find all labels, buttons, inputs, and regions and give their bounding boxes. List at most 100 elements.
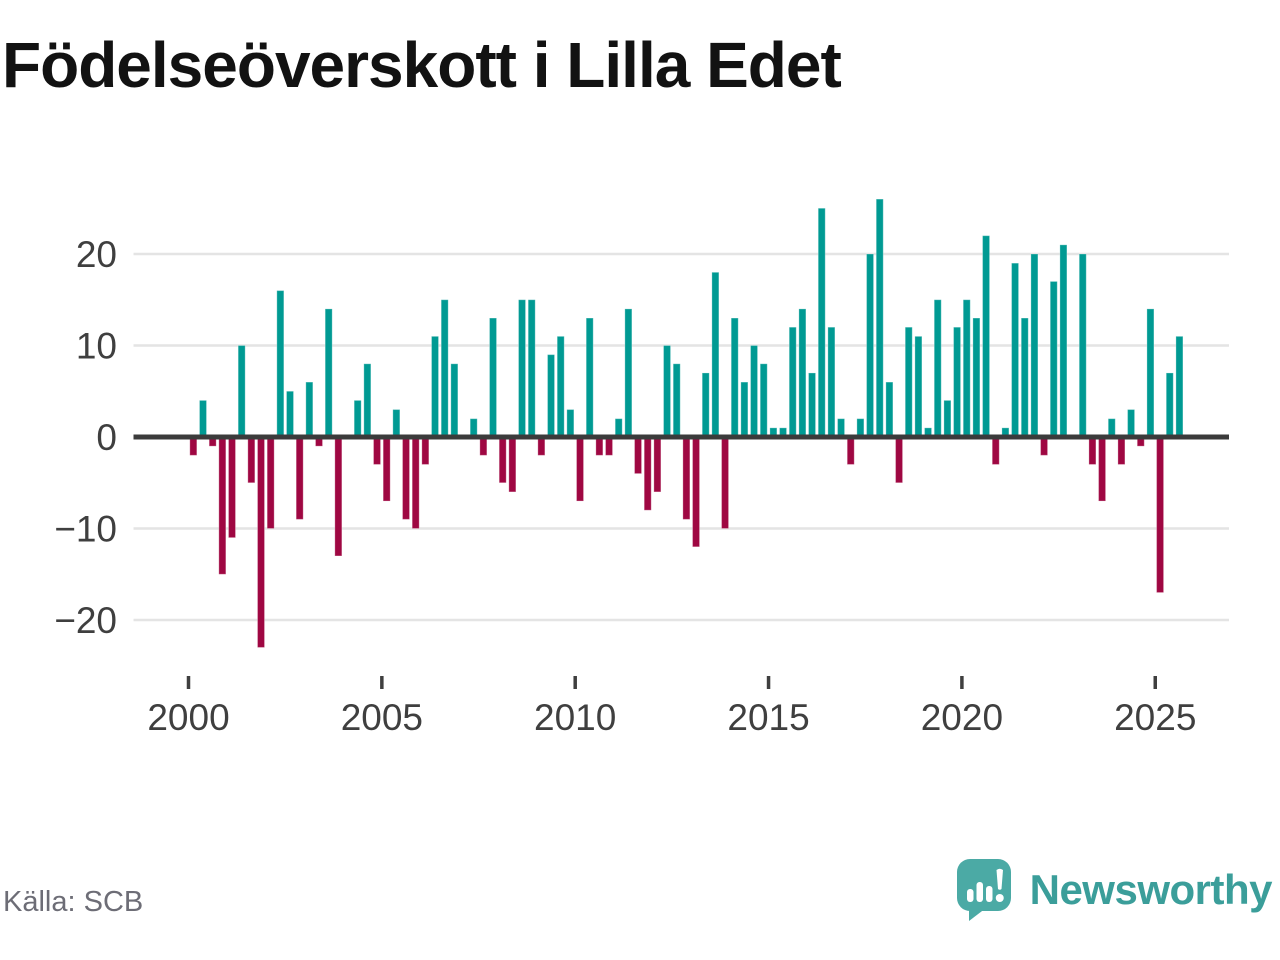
bar-2004Q3 [363, 363, 372, 438]
bar-2021Q4 [1030, 253, 1039, 438]
y-tick-label--10: −10 [54, 509, 117, 550]
bar-2004Q2 [353, 399, 362, 438]
bar-2023Q2 [1088, 436, 1097, 465]
bar-2003Q1 [305, 381, 314, 438]
newsworthy-logo: Newsworthy [956, 858, 1273, 922]
zero-line [133, 434, 1229, 440]
bar-2018Q4 [914, 335, 923, 438]
bar-2012Q2 [663, 345, 672, 438]
bar-2017Q2 [856, 418, 865, 438]
bar-2004Q4 [373, 436, 382, 465]
x-tick-label-2015: 2015 [727, 697, 809, 738]
bar-2005Q2 [392, 409, 401, 438]
gridlines [133, 252, 1229, 622]
bar-2020Q1 [962, 299, 971, 438]
bar-2025Q3 [1175, 335, 1184, 438]
x-tick-label-2000: 2000 [147, 697, 229, 738]
bar-2022Q2 [1049, 280, 1058, 438]
bar-2006Q1 [421, 436, 430, 465]
bar-2017Q1 [846, 436, 855, 465]
bar-2009Q2 [547, 354, 556, 438]
bar-2023Q1 [1078, 253, 1087, 438]
bar-2016Q3 [827, 326, 836, 438]
bar-2022Q1 [1040, 436, 1049, 456]
bar-2008Q4 [527, 299, 536, 438]
bar-2008Q3 [518, 299, 527, 438]
bar-2010Q4 [605, 436, 614, 456]
bar-2003Q4 [334, 436, 343, 557]
newsworthy-speech-bubble-chart-icon [956, 859, 1011, 921]
bar-2007Q3 [479, 436, 488, 456]
bar-2001Q1 [228, 436, 236, 539]
bar-2022Q3 [1059, 244, 1068, 438]
bar-2019Q2 [933, 299, 942, 438]
bar-2020Q4 [991, 436, 1000, 465]
bar-2006Q4 [450, 363, 459, 438]
bar-2011Q1 [614, 418, 623, 438]
chart-title: Födelseöverskott i Lilla Edet [2, 29, 842, 101]
x-axis: 2000 2005 2010 2015 2020 2025 [147, 676, 1196, 738]
bar-2013Q3 [711, 271, 720, 438]
bar-2009Q4 [566, 409, 575, 438]
bar-2002Q4 [295, 436, 304, 520]
bar-2021Q3 [1020, 317, 1029, 438]
bar-2019Q4 [953, 326, 962, 438]
x-tick-label-2005: 2005 [341, 697, 423, 738]
bars [189, 198, 1184, 648]
bar-2000Q4 [218, 436, 227, 575]
bar-2016Q1 [808, 372, 817, 438]
x-tick-label-2025: 2025 [1114, 697, 1196, 738]
bar-2011Q2 [624, 308, 633, 438]
bar-2000Q1 [189, 436, 198, 456]
bar-2017Q3 [866, 253, 875, 438]
y-tick-label-10: 10 [76, 326, 117, 367]
bar-2016Q2 [817, 207, 826, 438]
bar-2014Q1 [730, 317, 739, 438]
bar-2019Q3 [943, 399, 952, 438]
bar-2001Q4 [257, 436, 266, 648]
bar-2012Q4 [682, 436, 691, 520]
y-tick-label--20: −20 [54, 600, 117, 641]
bar-2021Q2 [1011, 262, 1020, 438]
bar-2005Q4 [411, 436, 420, 529]
bar-2006Q3 [440, 299, 449, 438]
bar-2020Q2 [972, 317, 981, 438]
bar-2025Q2 [1165, 372, 1174, 438]
bar-2006Q2 [431, 335, 440, 438]
bar-2010Q1 [576, 436, 585, 502]
bar-2002Q1 [266, 436, 275, 529]
bar-2014Q4 [759, 363, 768, 438]
bar-2001Q2 [237, 345, 246, 438]
bar-2014Q2 [740, 381, 749, 438]
bar-2000Q2 [199, 399, 207, 438]
bar-2009Q3 [556, 335, 565, 438]
bar-2008Q1 [498, 436, 507, 484]
bar-2012Q1 [653, 436, 662, 493]
bar-2002Q2 [276, 290, 285, 438]
bar-2013Q2 [701, 372, 710, 438]
newsworthy-logo-text: Newsworthy [1029, 866, 1273, 913]
y-axis-labels: 20 10 0 −10 −20 [54, 234, 117, 641]
bar-2011Q4 [643, 436, 652, 511]
bar-2025Q1 [1156, 436, 1165, 594]
bar-2010Q2 [585, 317, 594, 438]
bar-2015Q3 [788, 326, 797, 438]
bar-2020Q3 [982, 235, 991, 438]
bar-2016Q4 [837, 418, 846, 438]
y-tick-label-0: 0 [96, 417, 117, 458]
bar-2010Q3 [595, 436, 604, 456]
x-tick-label-2020: 2020 [921, 697, 1003, 738]
bar-2024Q2 [1127, 409, 1136, 438]
bar-2012Q3 [672, 363, 681, 438]
bar-2007Q4 [489, 317, 498, 438]
bar-2009Q1 [537, 436, 546, 456]
bar-2023Q3 [1098, 436, 1107, 502]
bar-2015Q4 [798, 308, 807, 438]
bar-2011Q3 [634, 436, 643, 475]
bar-2013Q1 [692, 436, 701, 548]
bar-2018Q1 [885, 381, 894, 438]
bar-2018Q2 [895, 436, 904, 484]
y-tick-label-20: 20 [76, 234, 117, 275]
bar-2001Q3 [247, 436, 256, 484]
